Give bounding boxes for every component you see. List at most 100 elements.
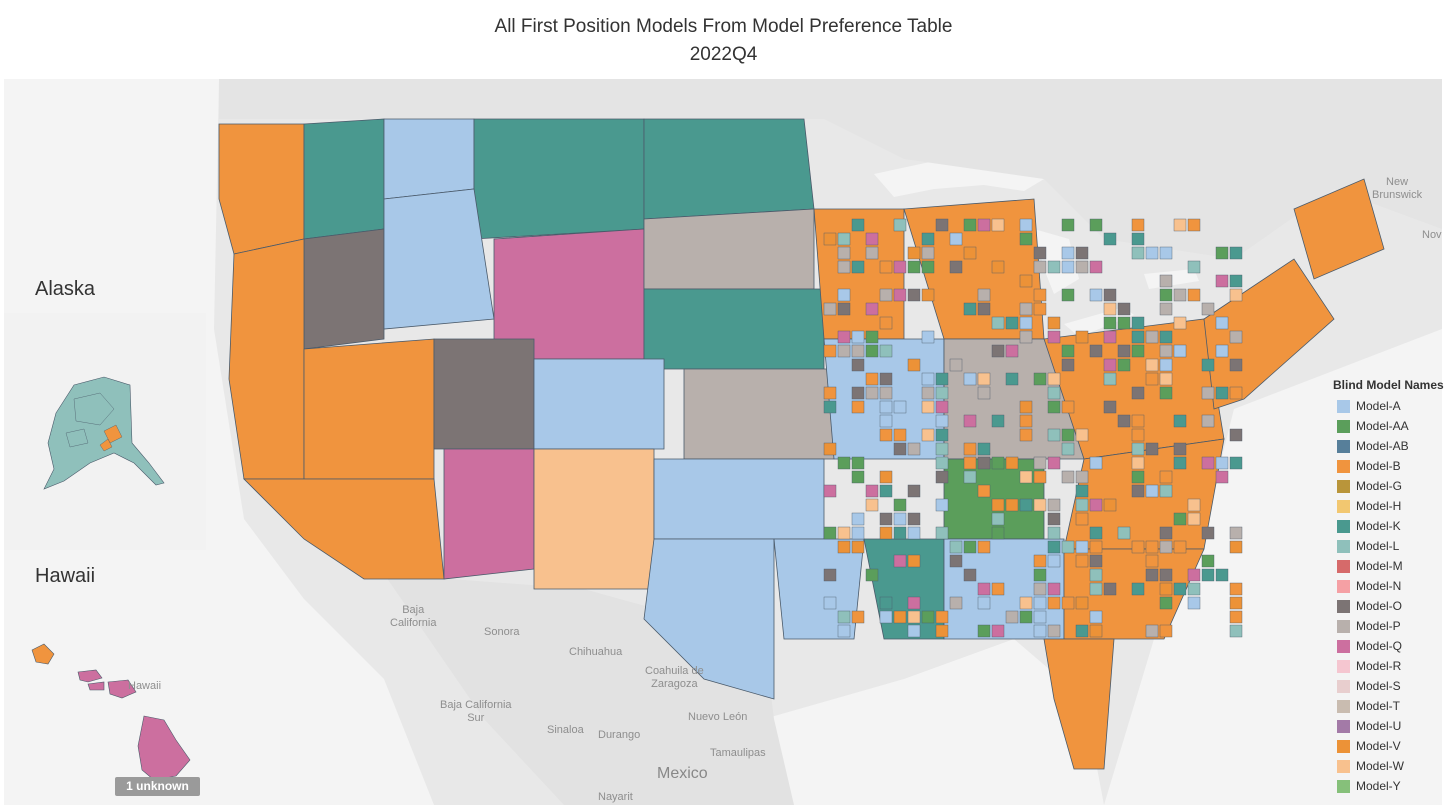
county-cell[interactable] bbox=[1173, 442, 1187, 456]
county-cell[interactable] bbox=[837, 526, 851, 540]
county-cell[interactable] bbox=[879, 526, 893, 540]
county-cell[interactable] bbox=[935, 372, 949, 386]
county-cell[interactable] bbox=[879, 316, 893, 330]
county-cell[interactable] bbox=[837, 540, 851, 554]
county-cell[interactable] bbox=[837, 302, 851, 316]
county-cell[interactable] bbox=[851, 526, 865, 540]
county-cell[interactable] bbox=[865, 372, 879, 386]
county-cell[interactable] bbox=[1145, 330, 1159, 344]
county-cell[interactable] bbox=[865, 498, 879, 512]
county-cell[interactable] bbox=[1215, 386, 1229, 400]
county-cell[interactable] bbox=[1159, 540, 1173, 554]
county-cell[interactable] bbox=[963, 540, 977, 554]
county-cell[interactable] bbox=[949, 260, 963, 274]
county-cell[interactable] bbox=[1131, 344, 1145, 358]
county-cell[interactable] bbox=[991, 414, 1005, 428]
county-cell[interactable] bbox=[1047, 260, 1061, 274]
county-cell[interactable] bbox=[921, 372, 935, 386]
county-cell[interactable] bbox=[935, 470, 949, 484]
region-model-q-16[interactable] bbox=[443, 448, 535, 580]
county-cell[interactable] bbox=[907, 484, 921, 498]
county-cell[interactable] bbox=[1103, 316, 1117, 330]
county-cell[interactable] bbox=[823, 442, 837, 456]
county-cell[interactable] bbox=[1019, 400, 1033, 414]
county-cell[interactable] bbox=[1033, 372, 1047, 386]
region-model-b-31[interactable] bbox=[1043, 638, 1115, 770]
county-cell[interactable] bbox=[1047, 540, 1061, 554]
county-cell[interactable] bbox=[1033, 288, 1047, 302]
county-cell[interactable] bbox=[1145, 358, 1159, 372]
county-cell[interactable] bbox=[1103, 372, 1117, 386]
region-model-p-14[interactable] bbox=[683, 368, 835, 460]
county-cell[interactable] bbox=[1075, 596, 1089, 610]
county-cell[interactable] bbox=[1159, 596, 1173, 610]
region-model-b-10[interactable] bbox=[228, 238, 305, 480]
county-cell[interactable] bbox=[1047, 554, 1061, 568]
county-cell[interactable] bbox=[1089, 260, 1103, 274]
county-cell[interactable] bbox=[1019, 610, 1033, 624]
county-cell[interactable] bbox=[837, 624, 851, 638]
county-cell[interactable] bbox=[1131, 232, 1145, 246]
county-cell[interactable] bbox=[1173, 218, 1187, 232]
county-cell[interactable] bbox=[1173, 414, 1187, 428]
county-cell[interactable] bbox=[879, 372, 893, 386]
county-cell[interactable] bbox=[893, 428, 907, 442]
county-cell[interactable] bbox=[963, 456, 977, 470]
alaska-inset-map[interactable] bbox=[4, 313, 206, 550]
county-cell[interactable] bbox=[991, 526, 1005, 540]
region-model-o-5[interactable] bbox=[303, 228, 385, 350]
county-cell[interactable] bbox=[963, 218, 977, 232]
county-cell[interactable] bbox=[1201, 554, 1215, 568]
legend-item-model-q[interactable]: Model-Q bbox=[1328, 636, 1447, 656]
county-cell[interactable] bbox=[823, 568, 837, 582]
county-cell[interactable] bbox=[991, 498, 1005, 512]
county-cell[interactable] bbox=[893, 288, 907, 302]
county-cell[interactable] bbox=[1103, 400, 1117, 414]
county-cell[interactable] bbox=[1103, 302, 1117, 316]
county-cell[interactable] bbox=[1159, 526, 1173, 540]
county-cell[interactable] bbox=[1005, 316, 1019, 330]
county-cell[interactable] bbox=[1145, 372, 1159, 386]
county-cell[interactable] bbox=[921, 386, 935, 400]
county-cell[interactable] bbox=[1117, 302, 1131, 316]
county-cell[interactable] bbox=[1033, 456, 1047, 470]
county-cell[interactable] bbox=[963, 414, 977, 428]
county-cell[interactable] bbox=[893, 400, 907, 414]
region-model-b-0[interactable] bbox=[218, 123, 305, 255]
county-cell[interactable] bbox=[865, 232, 879, 246]
county-cell[interactable] bbox=[1159, 330, 1173, 344]
county-cell[interactable] bbox=[991, 344, 1005, 358]
county-cell[interactable] bbox=[977, 218, 991, 232]
region-model-a-6[interactable] bbox=[383, 188, 495, 330]
county-cell[interactable] bbox=[837, 288, 851, 302]
county-cell[interactable] bbox=[935, 218, 949, 232]
county-cell[interactable] bbox=[1089, 554, 1103, 568]
county-cell[interactable] bbox=[1019, 498, 1033, 512]
county-cell[interactable] bbox=[1173, 512, 1187, 526]
county-cell[interactable] bbox=[1159, 568, 1173, 582]
county-cell[interactable] bbox=[837, 232, 851, 246]
county-cell[interactable] bbox=[1047, 498, 1061, 512]
county-cell[interactable] bbox=[907, 512, 921, 526]
county-cell[interactable] bbox=[1117, 526, 1131, 540]
county-cell[interactable] bbox=[1173, 288, 1187, 302]
county-cell[interactable] bbox=[1215, 470, 1229, 484]
county-cell[interactable] bbox=[921, 232, 935, 246]
county-cell[interactable] bbox=[1229, 288, 1243, 302]
region-model-k-3[interactable] bbox=[473, 118, 645, 240]
county-cell[interactable] bbox=[977, 624, 991, 638]
county-cell[interactable] bbox=[1075, 470, 1089, 484]
county-cell[interactable] bbox=[1019, 274, 1033, 288]
county-cell[interactable] bbox=[823, 526, 837, 540]
county-cell[interactable] bbox=[991, 512, 1005, 526]
county-cell[interactable] bbox=[991, 456, 1005, 470]
county-cell[interactable] bbox=[1033, 470, 1047, 484]
county-cell[interactable] bbox=[1047, 596, 1061, 610]
county-cell[interactable] bbox=[935, 498, 949, 512]
county-cell[interactable] bbox=[1229, 624, 1243, 638]
region-model-b-15[interactable] bbox=[243, 478, 445, 580]
county-cell[interactable] bbox=[1033, 596, 1047, 610]
county-cell[interactable] bbox=[837, 246, 851, 260]
legend-item-model-a[interactable]: Model-A bbox=[1328, 396, 1447, 416]
county-cell[interactable] bbox=[1173, 582, 1187, 596]
